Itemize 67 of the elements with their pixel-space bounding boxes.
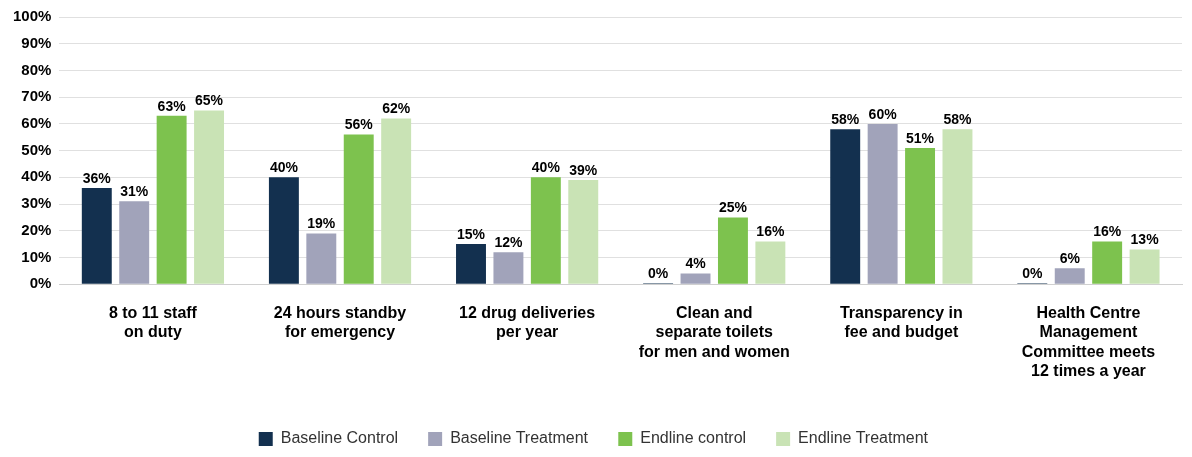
data-label: 58% bbox=[943, 111, 973, 128]
x-tick-label: Clean and separate toilets for men and women bbox=[638, 304, 790, 360]
bar bbox=[119, 201, 150, 284]
bar bbox=[530, 177, 561, 284]
bar bbox=[867, 123, 898, 284]
data-label: 65% bbox=[195, 92, 224, 109]
data-label: 19% bbox=[307, 215, 336, 232]
y-tick-label: 90% bbox=[21, 33, 52, 51]
y-tick-label: 20% bbox=[21, 220, 52, 238]
bar bbox=[381, 118, 412, 284]
bar bbox=[830, 129, 861, 284]
data-label: 0% bbox=[1022, 265, 1043, 282]
bar bbox=[81, 188, 112, 284]
bar bbox=[1054, 268, 1085, 284]
y-tick-label: 100% bbox=[12, 7, 52, 25]
legend-label: Endline Treatment bbox=[798, 429, 929, 447]
y-tick-label: 60% bbox=[21, 114, 52, 132]
bar bbox=[568, 179, 599, 284]
data-label: 40% bbox=[269, 159, 299, 176]
bar bbox=[755, 241, 786, 284]
x-tick-label: Health Centre Management Committee meets 12 times a year bbox=[1021, 304, 1156, 379]
y-tick-label: 0% bbox=[29, 274, 52, 292]
bar bbox=[306, 233, 337, 284]
data-label: 62% bbox=[382, 100, 411, 117]
y-tick-label: 80% bbox=[21, 60, 52, 78]
data-label: 63% bbox=[157, 97, 187, 114]
bar bbox=[493, 252, 524, 284]
bar bbox=[1092, 241, 1123, 284]
legend-label: Baseline Treatment bbox=[450, 429, 589, 447]
data-label: 16% bbox=[756, 223, 785, 240]
data-label: 39% bbox=[569, 161, 598, 178]
data-label: 15% bbox=[456, 225, 486, 242]
data-label: 56% bbox=[344, 116, 374, 133]
bar bbox=[905, 147, 936, 284]
data-label: 40% bbox=[531, 159, 561, 176]
y-tick-label: 30% bbox=[21, 194, 52, 212]
bar bbox=[156, 115, 187, 284]
x-tick-label: 24 hours standby for emergency bbox=[273, 304, 407, 341]
data-label: 16% bbox=[1093, 223, 1122, 240]
data-label: 13% bbox=[1130, 231, 1160, 248]
y-tick-label: 10% bbox=[21, 247, 52, 265]
bar bbox=[942, 129, 973, 284]
bar bbox=[194, 110, 225, 284]
data-label: 6% bbox=[1059, 250, 1081, 267]
x-tick-label: 12 drug deliveries per year bbox=[459, 304, 596, 341]
data-label: 51% bbox=[906, 129, 935, 146]
data-label: 25% bbox=[718, 199, 748, 216]
y-tick-label: 70% bbox=[21, 87, 52, 105]
y-tick-label: 50% bbox=[21, 140, 52, 158]
bar bbox=[268, 177, 299, 284]
bar bbox=[456, 244, 486, 284]
x-tick-label: 8 to 11 staff on duty bbox=[108, 304, 198, 341]
data-label: 0% bbox=[647, 265, 669, 282]
bar bbox=[680, 273, 711, 284]
data-label: 60% bbox=[868, 105, 898, 122]
legend-label: Endline control bbox=[640, 429, 747, 447]
x-tick-label: Transparency in fee and budget bbox=[839, 304, 963, 341]
bar bbox=[1129, 249, 1160, 284]
data-label: 31% bbox=[120, 183, 149, 200]
bar bbox=[343, 134, 374, 284]
data-label: 12% bbox=[494, 234, 523, 250]
legend-label: Baseline Control bbox=[280, 429, 399, 447]
bar bbox=[717, 217, 748, 284]
data-label: 58% bbox=[831, 111, 860, 128]
data-label: 4% bbox=[685, 255, 707, 272]
y-tick-label: 40% bbox=[21, 167, 52, 185]
data-label: 36% bbox=[82, 169, 112, 186]
